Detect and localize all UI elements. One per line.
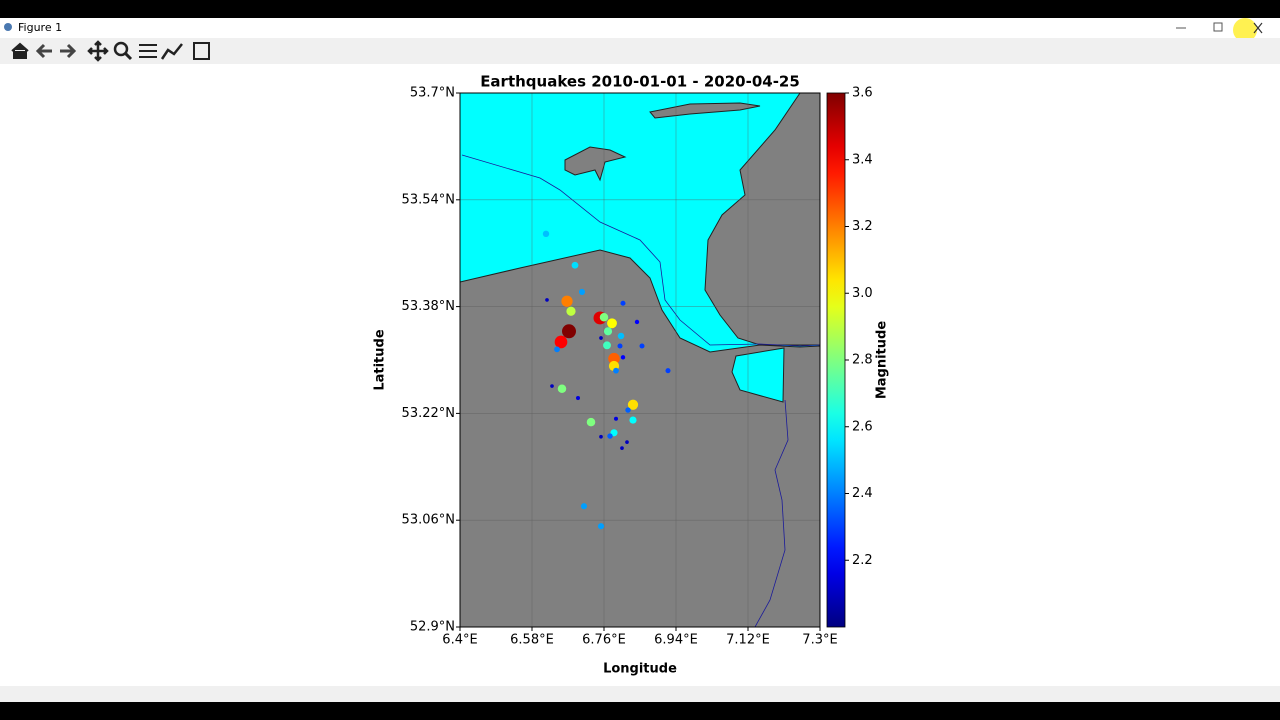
zoom-button[interactable] (113, 41, 129, 57)
earthquake-point (586, 417, 596, 427)
colorbar-tick-label: 2.4 (852, 486, 873, 501)
x-tick-label: 7.12°E (726, 633, 770, 648)
app-icon (4, 23, 12, 31)
earthquake-point (625, 440, 629, 444)
earthquake-point (599, 336, 603, 340)
status-bar (0, 686, 1280, 702)
restore-button[interactable] (1213, 22, 1223, 32)
y-tick-label: 52.9°N (410, 620, 455, 635)
earthquake-point (578, 288, 586, 295)
colorbar-tick-label: 2.2 (852, 553, 873, 568)
cursor-highlight (1233, 18, 1257, 42)
forward-button[interactable] (60, 43, 77, 59)
save-button[interactable] (193, 42, 210, 60)
earthquake-point (545, 298, 549, 302)
y-tick-label: 53.22°N (402, 406, 455, 421)
earthquake-point (603, 327, 613, 336)
edit-axis-button[interactable] (160, 43, 183, 60)
earthquake-point (554, 335, 568, 349)
dollard (731, 347, 785, 403)
east-land (704, 93, 820, 346)
colorbar-tick-label: 3.0 (852, 286, 873, 301)
earthquake-point (607, 318, 617, 329)
earthquake-point (542, 230, 550, 238)
colorbar-label: Magnitude (875, 321, 890, 400)
plot-frame (459, 92, 821, 628)
earthquake-point (597, 523, 605, 530)
window-title: Figure 1 (18, 21, 62, 34)
earthquake-point (665, 368, 671, 374)
earthquake-point (557, 384, 567, 393)
earthquake-point (613, 367, 619, 374)
x-tick-label: 6.76°E (582, 633, 626, 648)
y-tick-label: 53.7°N (410, 86, 455, 101)
earthquake-point (566, 306, 576, 316)
earthquake-point (634, 319, 640, 325)
border-line (461, 154, 820, 347)
earthquake-point (608, 352, 620, 365)
back-button[interactable] (35, 43, 52, 59)
home-button[interactable] (11, 42, 29, 59)
earthquake-point (575, 396, 581, 401)
y-tick-label: 53.54°N (402, 192, 455, 207)
earthquake-point (629, 416, 637, 424)
y-axis-label: Latitude (373, 329, 388, 391)
earthquake-point (561, 295, 573, 307)
toolbar (0, 38, 1280, 64)
earthquake-point (562, 324, 576, 339)
close-button[interactable] (1253, 22, 1263, 34)
earthquake-point (620, 446, 624, 450)
colorbar-tick-label: 2.6 (852, 419, 873, 434)
island (564, 146, 627, 182)
earthquake-point (580, 503, 588, 510)
colorbar (826, 92, 846, 628)
earthquake-point (599, 313, 609, 322)
zoom-handle (123, 51, 133, 61)
pan-button[interactable] (87, 40, 109, 62)
title-bar (0, 18, 1280, 38)
y-tick-label: 53.06°N (402, 513, 455, 528)
points (542, 230, 671, 530)
x-tick-label: 6.94°E (654, 633, 698, 648)
earthquake-point (620, 355, 626, 360)
mainland (460, 249, 820, 627)
earthquake-point (639, 343, 645, 349)
top-bar (0, 0, 1280, 18)
earthquake-point (571, 261, 579, 269)
earthquake-point (550, 384, 554, 388)
earthquake-point (627, 399, 639, 410)
earthquake-point (607, 433, 613, 439)
earthquake-point (617, 332, 625, 340)
y-tick-label: 53.38°N (402, 299, 455, 314)
earthquake-point (620, 300, 626, 306)
colorbar-tick-label: 3.2 (852, 219, 873, 234)
colorbar-tick-label: 2.8 (852, 353, 873, 368)
colorbar-tick-label: 3.6 (852, 86, 873, 101)
configure-button[interactable] (139, 44, 157, 58)
earthquake-point (617, 343, 623, 349)
grid (460, 93, 820, 627)
x-tick-label: 6.58°E (510, 633, 554, 648)
earthquake-point (625, 407, 631, 413)
map (460, 93, 820, 627)
border-line (754, 399, 789, 627)
earthquake-point (599, 434, 603, 439)
earthquake-point (554, 346, 560, 353)
earthquake-point (603, 341, 611, 350)
x-tick-label: 7.3°E (802, 633, 837, 648)
x-axis-label: Longitude (603, 662, 677, 677)
axes: 6.4°E 6.58°E 6.76°E 6.94°E 7.12°E 7.3°E 52.9°N… (402, 86, 873, 648)
colorbar-tick-label: 3.4 (852, 152, 873, 167)
x-tick-label: 6.4°E (442, 633, 477, 648)
earthquake-point (613, 416, 619, 421)
earthquake-point (610, 429, 618, 437)
island (649, 102, 761, 119)
chart-title: Earthquakes 2010-01-01 - 2020-04-25 (480, 73, 800, 91)
